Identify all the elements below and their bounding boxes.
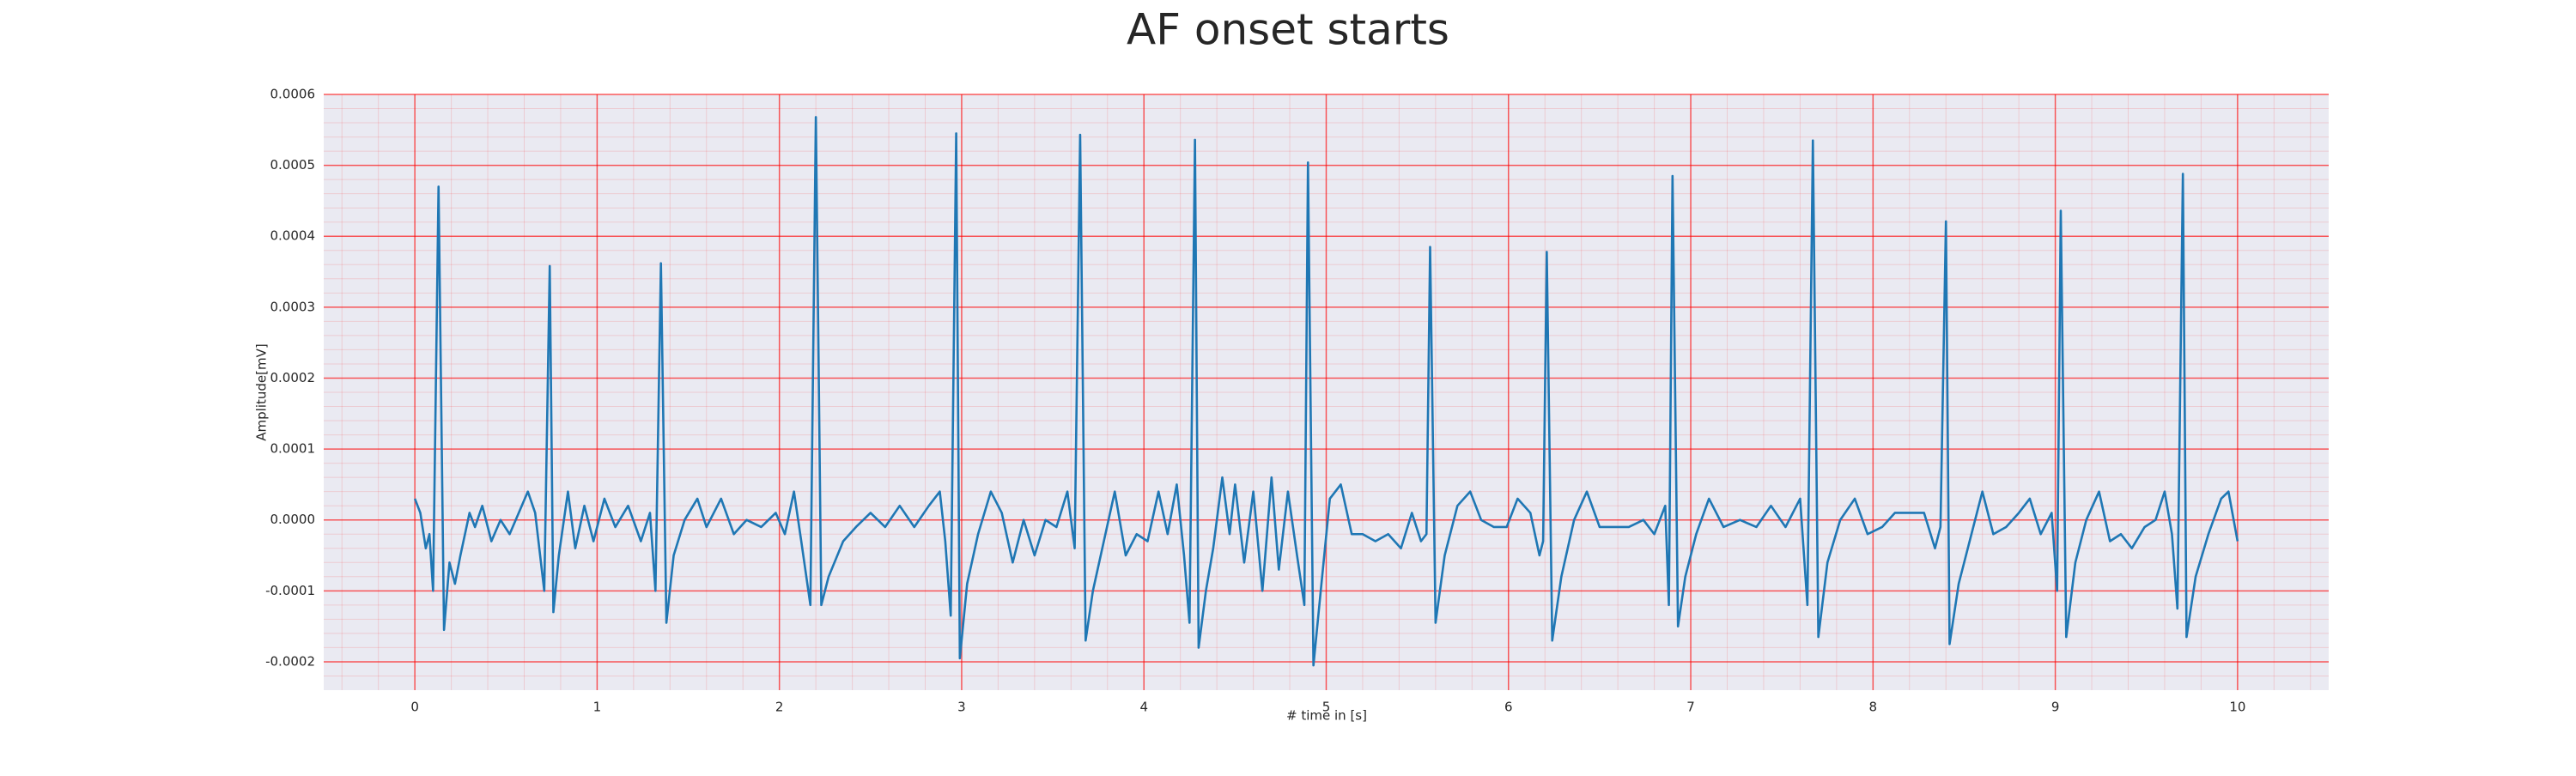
y-tick-label: -0.0002: [265, 653, 315, 669]
signal-line: [413, 116, 2239, 667]
x-tick-label: 3: [957, 700, 966, 715]
x-tick-label: 10: [2229, 700, 2245, 715]
x-tick-label: 9: [2051, 700, 2060, 715]
y-tick-label: 0.0006: [270, 87, 316, 102]
x-tick-label: 7: [1686, 700, 1695, 715]
x-tick-label: 6: [1504, 700, 1513, 715]
x-tick-label: 0: [410, 700, 419, 715]
y-tick-label: 0.0004: [270, 228, 316, 244]
y-tick-label: 0.0005: [270, 157, 316, 173]
x-tick-label: 8: [1869, 700, 1878, 715]
y-tick-label: 0.0000: [270, 512, 316, 527]
x-tick-label: 5: [1322, 700, 1331, 715]
x-tick-label: 1: [593, 700, 602, 715]
y-tick-label: 0.0001: [270, 441, 316, 457]
x-tick-label: 2: [775, 700, 784, 715]
y-tick-label: 0.0003: [270, 299, 316, 314]
chart-title: AF onset starts: [1127, 5, 1449, 55]
y-axis-label: Amplitude[mV]: [254, 343, 270, 440]
x-tick-label: 4: [1139, 700, 1148, 715]
x-axis-label: # time in [s]: [1286, 708, 1367, 724]
y-tick-label: -0.0001: [265, 583, 315, 598]
labels: -0.0002 -0.0001 0.0000 0.0001 0.0002 0.0003 0.…: [265, 87, 2245, 715]
y-tick-label: 0.0002: [270, 370, 316, 385]
marks: [413, 116, 2239, 667]
